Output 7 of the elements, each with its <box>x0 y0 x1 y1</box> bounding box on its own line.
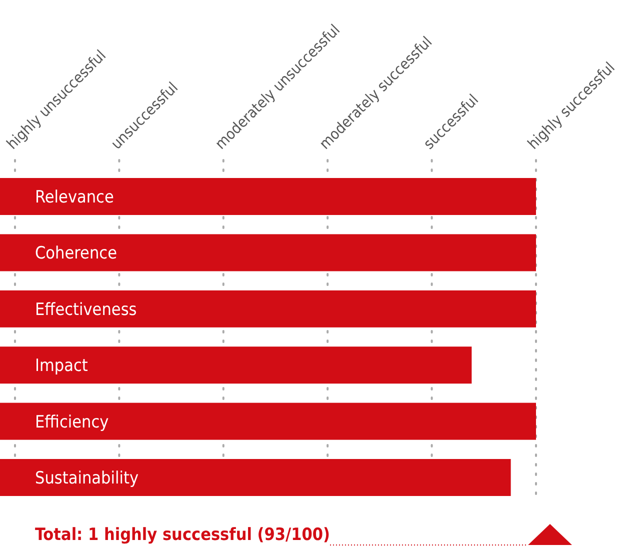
y-tick-label: Efficiency <box>35 412 109 432</box>
y-tick-label: Relevance <box>35 187 114 208</box>
text: Total: 1 highly successful (93/100) <box>35 525 330 545</box>
y-tick-label: Impact <box>35 356 88 376</box>
y-tick-label: Effectiveness <box>35 300 137 320</box>
y-tick-label: Sustainability <box>35 468 139 488</box>
y-tick-label: Coherence <box>35 244 117 264</box>
